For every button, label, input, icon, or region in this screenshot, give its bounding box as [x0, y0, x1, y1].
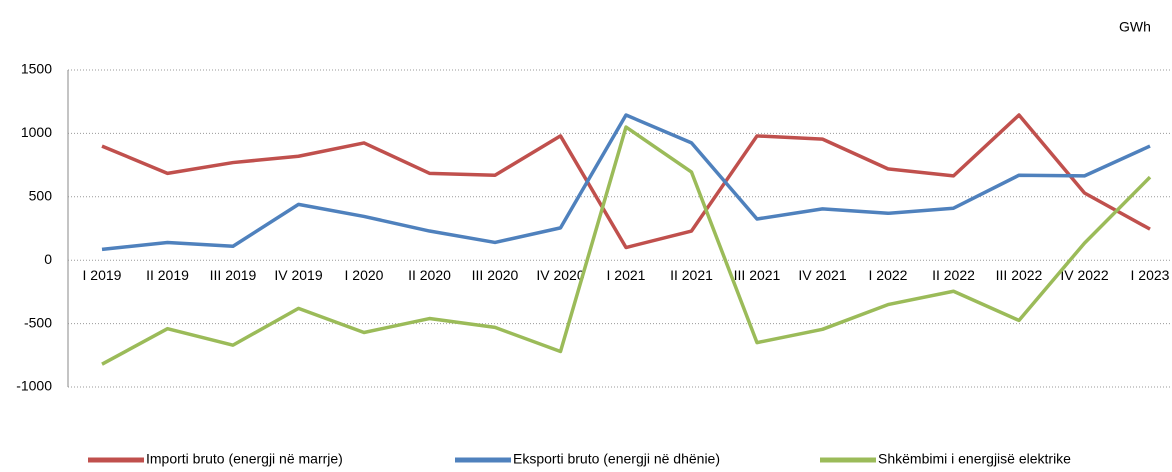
x-tick-label: IV 2022 — [1060, 267, 1108, 283]
x-tick-label: I 2023 — [1131, 267, 1170, 283]
y-tick-label: -500 — [24, 314, 52, 330]
x-tick-label: I 2020 — [345, 267, 384, 283]
x-tick-label: III 2020 — [472, 267, 519, 283]
y-tick-label: 1000 — [21, 124, 52, 140]
x-tick-label: II 2019 — [146, 267, 189, 283]
x-tick-label: III 2021 — [734, 267, 781, 283]
x-tick-label: I 2022 — [869, 267, 908, 283]
x-tick-label: II 2020 — [408, 267, 451, 283]
x-tick-label: II 2021 — [670, 267, 713, 283]
y-tick-label: 1500 — [21, 61, 52, 77]
x-tick-label: IV 2021 — [798, 267, 846, 283]
x-tick-label: III 2019 — [210, 267, 257, 283]
series-line — [101, 113, 1151, 250]
legend-label: Eksporti bruto (energji në dhënie) — [513, 451, 720, 467]
x-tick-label: II 2022 — [932, 267, 975, 283]
y-tick-label: 0 — [44, 251, 52, 267]
legend-label: Importi bruto (energji në marrje) — [146, 451, 343, 467]
x-tick-label: IV 2020 — [536, 267, 584, 283]
y-tick-label: -1000 — [16, 378, 52, 394]
legend-label: Shkëmbimi i energjisë elektrike — [878, 451, 1071, 467]
unit-label: GWh — [1119, 19, 1151, 35]
series-line — [101, 113, 1151, 252]
x-tick-label: III 2022 — [996, 267, 1043, 283]
series-line — [101, 125, 1152, 366]
x-tick-label: IV 2019 — [274, 267, 322, 283]
x-tick-label: I 2021 — [607, 267, 646, 283]
y-tick-label: 500 — [29, 188, 53, 204]
x-tick-label: I 2019 — [83, 267, 122, 283]
